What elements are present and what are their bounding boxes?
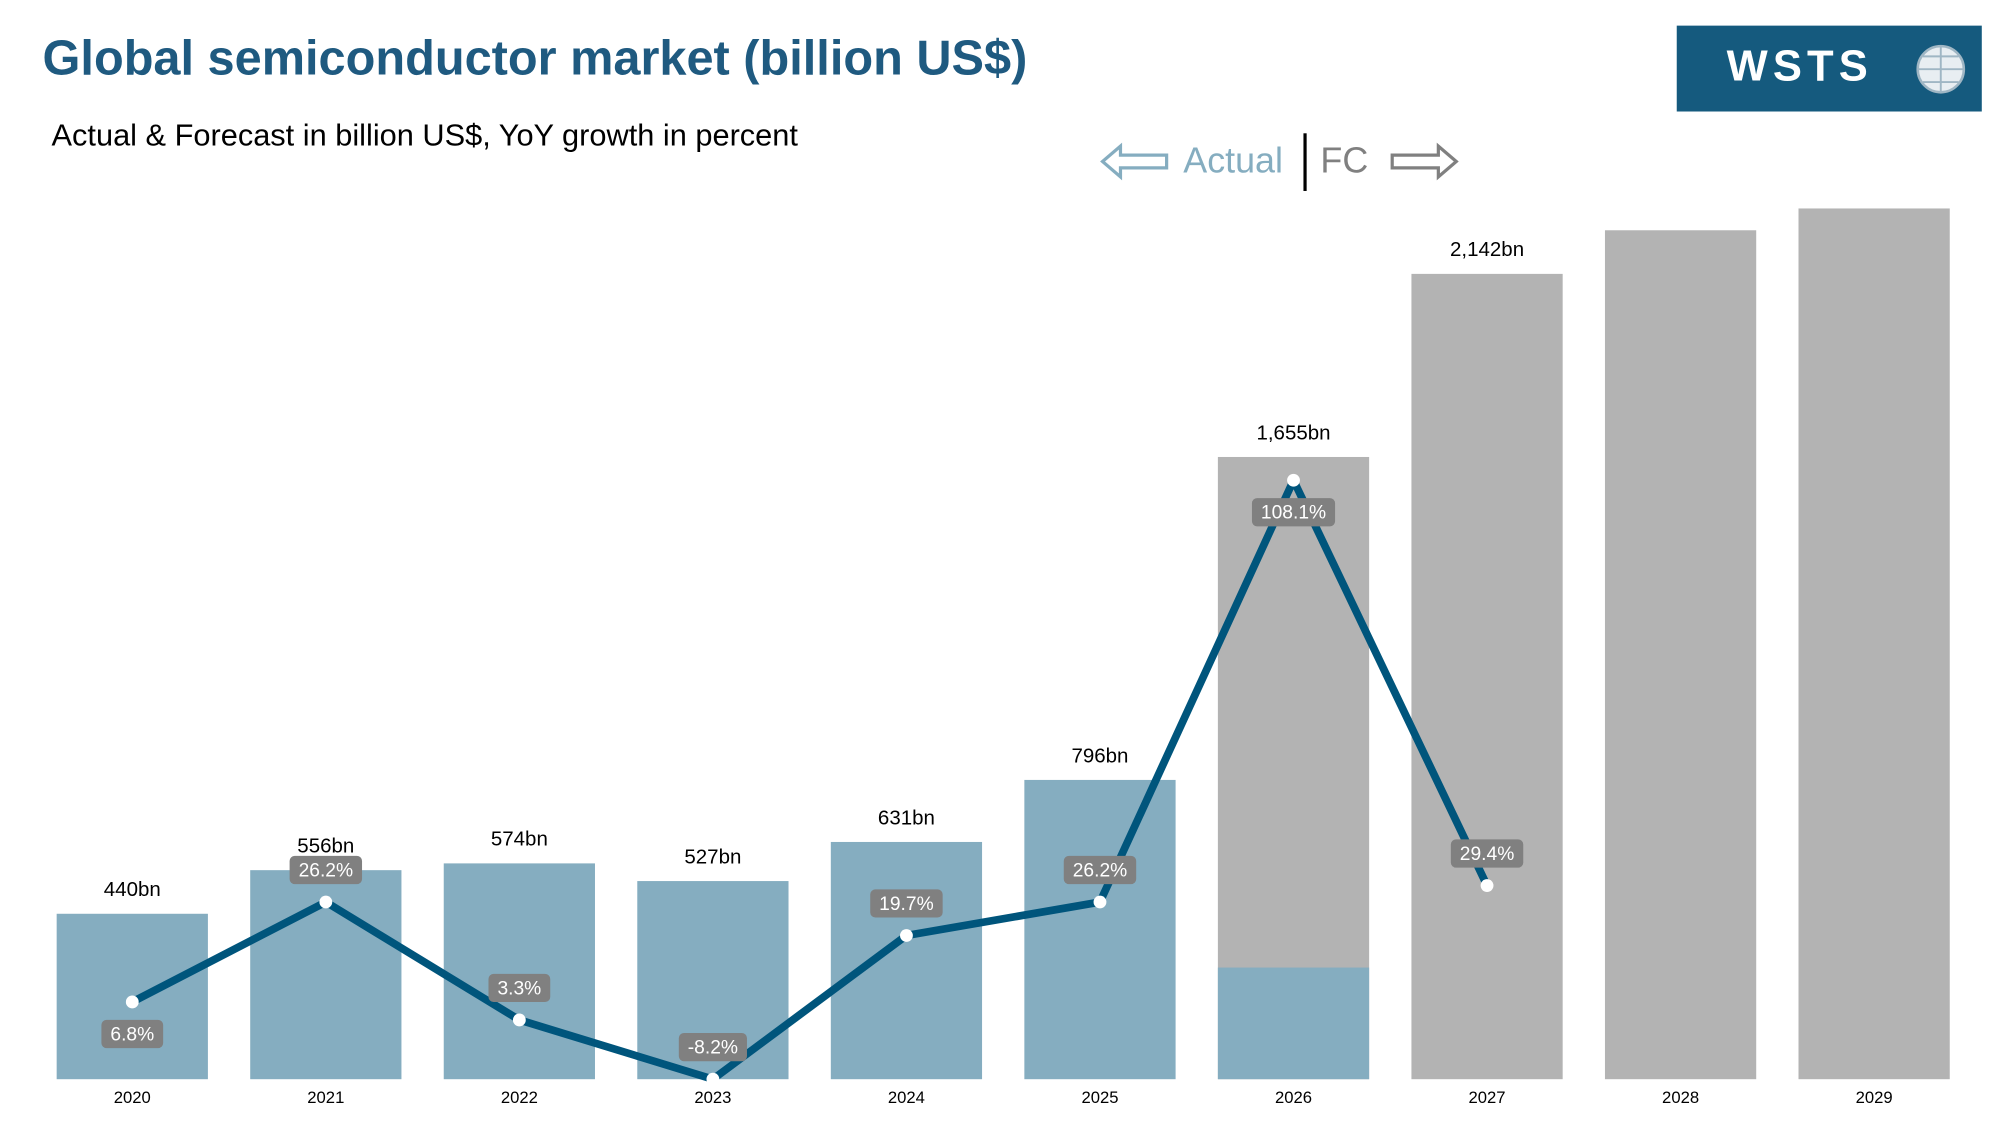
bar-value-label: 631bn bbox=[878, 806, 935, 829]
forecast-label: FC bbox=[1320, 140, 1368, 180]
bar-value-label: 796bn bbox=[1071, 744, 1128, 767]
bar bbox=[1411, 273, 1563, 1080]
bar-value-label: 556bn bbox=[297, 835, 354, 858]
growth-point bbox=[125, 995, 139, 1009]
x-tick-label: 2027 bbox=[1469, 1088, 1506, 1107]
growth-point bbox=[1093, 895, 1107, 909]
growth-label-box bbox=[488, 973, 551, 1003]
x-tick-label: 2022 bbox=[501, 1088, 538, 1107]
growth-point bbox=[706, 1072, 720, 1086]
actual-label: Actual bbox=[1183, 140, 1283, 180]
forecast-arrow bbox=[1390, 142, 1459, 181]
growth-point bbox=[1480, 879, 1494, 892]
bar bbox=[443, 863, 595, 1080]
x-tick-label: 2026 bbox=[1275, 1088, 1312, 1107]
bar-value-label: 574bn bbox=[491, 828, 548, 851]
growth-label-box bbox=[1251, 498, 1336, 527]
x-tick-label: 2023 bbox=[694, 1088, 731, 1107]
bar bbox=[830, 841, 983, 1080]
actual-arrow bbox=[1100, 142, 1169, 181]
growth-label-box bbox=[870, 889, 943, 918]
growth-point bbox=[512, 1013, 526, 1027]
growth-point bbox=[900, 929, 913, 942]
growth-label-box bbox=[678, 1033, 747, 1062]
bar bbox=[1217, 967, 1370, 1080]
bar bbox=[1798, 208, 1950, 1080]
bar bbox=[1024, 779, 1176, 1080]
growth-label-box bbox=[289, 855, 363, 885]
growth-line bbox=[130, 476, 1491, 1084]
x-tick-label: 2020 bbox=[114, 1088, 151, 1107]
growth-label: 26.2% bbox=[299, 860, 354, 881]
growth-label: 19.7% bbox=[879, 894, 934, 915]
growth-point bbox=[319, 895, 333, 909]
growth-label: 26.2% bbox=[1073, 860, 1128, 881]
logo-text: WSTS bbox=[1727, 43, 1873, 91]
logo-globe-lines bbox=[1917, 46, 1964, 93]
chart-title: Global semiconductor market (billion US$… bbox=[43, 31, 1028, 85]
bar-value-label: 2,142bn bbox=[1450, 238, 1524, 261]
growth-label-box bbox=[101, 1019, 164, 1049]
bar-value-label: 527bn bbox=[684, 845, 741, 868]
x-tick-label: 2021 bbox=[307, 1088, 344, 1107]
growth-label-box bbox=[1063, 855, 1137, 885]
growth-point bbox=[1287, 473, 1300, 487]
growth-label: 3.3% bbox=[497, 978, 541, 999]
growth-label: 6.8% bbox=[110, 1024, 154, 1045]
bar-value-label: 1,655bn bbox=[1256, 421, 1330, 444]
x-tick-label: 2025 bbox=[1081, 1088, 1118, 1107]
growth-label: -8.2% bbox=[688, 1038, 738, 1059]
subtitle: Actual & Forecast in billion US$, YoY gr… bbox=[52, 117, 799, 152]
growth-label: 29.4% bbox=[1460, 844, 1515, 865]
x-tick-label: 2028 bbox=[1662, 1088, 1699, 1107]
bar bbox=[1604, 230, 1757, 1080]
x-tick-label: 2024 bbox=[888, 1088, 925, 1107]
x-tick-label: 2029 bbox=[1856, 1088, 1893, 1107]
growth-label-box bbox=[1450, 839, 1524, 868]
bar-value-label: 440bn bbox=[104, 878, 161, 901]
growth-label: 108.1% bbox=[1261, 503, 1326, 524]
